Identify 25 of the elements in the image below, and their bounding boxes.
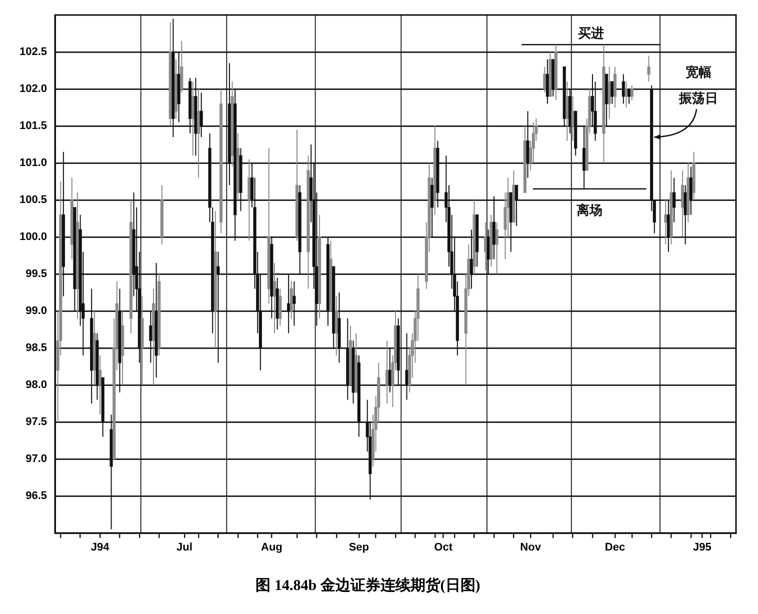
y-tick-label: 97.0 [26,453,47,466]
series-label: 离场 [576,202,603,218]
y-tick-label: 101.5 [19,120,47,132]
y-tick-label: 96.5 [26,490,47,502]
y-tick-label: 100.0 [19,231,47,244]
y-tick-label: 101.0 [19,157,47,170]
y-tick-label: 99.5 [26,268,47,280]
y-tick-label: 102.0 [19,83,47,96]
y-tick-label: 99.0 [26,305,47,318]
x-tick-label: J94 [90,542,110,554]
y-tick-label: 100.5 [19,194,47,206]
series-label: 买进 [578,26,604,42]
y-tick-label: 97.5 [26,416,47,428]
x-tick-label: Nov [520,542,542,554]
y-tick-label: 98.0 [26,379,47,392]
annotation: 宽幅振荡日 [678,64,718,106]
x-tick-label: Sep [348,542,370,554]
text: 图 14.84b 金边证券连续期货(日图) [256,576,480,594]
x-tick-label: Jul [176,542,192,554]
y-tick-label: 98.5 [26,342,47,354]
x-tick-label: Dec [604,542,626,554]
y-tick-label: 102.5 [19,46,47,58]
x-tick-label: Aug [260,542,282,554]
x-tick-label: J95 [693,542,712,554]
x-tick-label: Oct [434,542,453,554]
